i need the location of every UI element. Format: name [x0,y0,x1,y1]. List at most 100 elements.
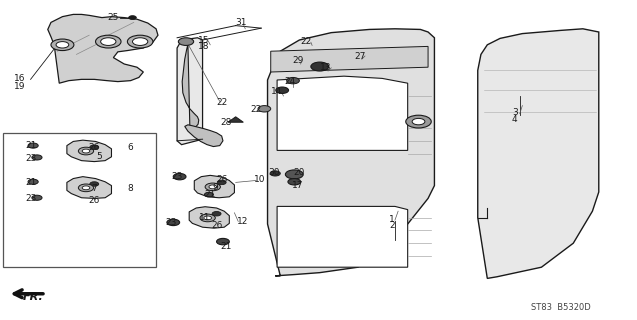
Text: 21: 21 [204,190,216,199]
Text: 18: 18 [198,42,210,51]
Polygon shape [478,29,599,278]
Text: 13: 13 [320,63,332,72]
Text: 14: 14 [271,87,283,96]
Circle shape [258,106,271,112]
Circle shape [28,179,38,184]
Circle shape [90,182,99,186]
Circle shape [96,35,121,48]
Polygon shape [271,46,428,72]
Text: 8: 8 [127,184,133,193]
Text: 17: 17 [292,181,304,190]
Circle shape [212,212,221,216]
Circle shape [129,16,136,20]
Text: 26: 26 [211,221,222,230]
Circle shape [82,149,90,153]
Circle shape [209,185,217,189]
Circle shape [311,62,329,71]
Text: 29: 29 [292,56,304,65]
Text: 12: 12 [237,217,248,226]
Text: 20: 20 [294,168,305,177]
Text: 9: 9 [212,183,218,192]
Text: 22: 22 [300,37,311,46]
FancyBboxPatch shape [288,58,303,64]
Polygon shape [268,29,434,276]
Text: 26: 26 [216,175,227,184]
Text: 10: 10 [254,175,265,184]
Polygon shape [277,206,408,267]
Circle shape [178,38,194,45]
Polygon shape [189,207,229,228]
Text: 16: 16 [14,74,25,83]
Circle shape [270,171,280,176]
Text: 22: 22 [216,98,227,107]
Bar [3,133,156,267]
Circle shape [90,145,99,149]
Text: 11: 11 [199,213,211,222]
Text: 27: 27 [354,52,366,60]
Text: 23: 23 [165,218,176,227]
Polygon shape [67,140,111,162]
Polygon shape [228,117,243,122]
Text: 4: 4 [512,115,517,124]
Circle shape [412,118,425,125]
Circle shape [173,173,186,180]
Circle shape [56,42,69,48]
Circle shape [217,180,226,185]
Text: 31: 31 [235,18,247,27]
Circle shape [204,192,213,197]
Text: 19: 19 [14,82,25,91]
Text: 21: 21 [25,178,36,187]
Text: 23: 23 [25,194,36,203]
Circle shape [217,238,229,245]
Circle shape [78,147,94,155]
Ellipse shape [387,48,428,58]
Circle shape [288,179,301,185]
Text: 3: 3 [512,108,518,117]
Circle shape [132,38,148,45]
Text: ST83  B5320D: ST83 B5320D [531,303,590,312]
Polygon shape [177,38,203,145]
Circle shape [127,35,153,48]
Text: 26: 26 [89,143,100,152]
Ellipse shape [301,163,355,198]
Text: 28: 28 [220,118,232,127]
Polygon shape [194,175,234,198]
Circle shape [32,155,42,160]
Text: 23: 23 [25,154,36,163]
Circle shape [406,115,431,128]
Ellipse shape [551,99,576,106]
Text: 2: 2 [389,221,394,230]
Circle shape [205,183,220,191]
Text: 21: 21 [220,242,232,251]
Circle shape [101,38,116,45]
Circle shape [82,186,90,190]
Text: 22: 22 [250,105,262,114]
Text: 15: 15 [198,36,210,44]
Text: 30: 30 [268,168,280,177]
Text: 7: 7 [91,184,97,193]
Polygon shape [182,44,199,127]
Polygon shape [185,125,223,147]
Text: 5: 5 [96,152,102,161]
Polygon shape [277,76,408,150]
Circle shape [276,87,289,93]
Text: 25: 25 [108,13,119,22]
Text: 26: 26 [89,196,100,205]
Circle shape [200,214,215,222]
Text: 21: 21 [25,141,36,150]
Circle shape [287,77,299,84]
Circle shape [32,195,42,200]
Text: 23: 23 [171,172,183,181]
Circle shape [78,184,94,192]
Polygon shape [67,177,111,198]
Text: 24: 24 [284,77,296,86]
Circle shape [28,143,38,148]
Circle shape [204,216,211,220]
Circle shape [285,170,303,179]
Text: 1: 1 [389,215,395,224]
Text: FR.: FR. [23,292,43,302]
Circle shape [51,39,74,51]
Polygon shape [48,14,158,83]
Text: 6: 6 [127,143,133,152]
Circle shape [167,219,180,226]
